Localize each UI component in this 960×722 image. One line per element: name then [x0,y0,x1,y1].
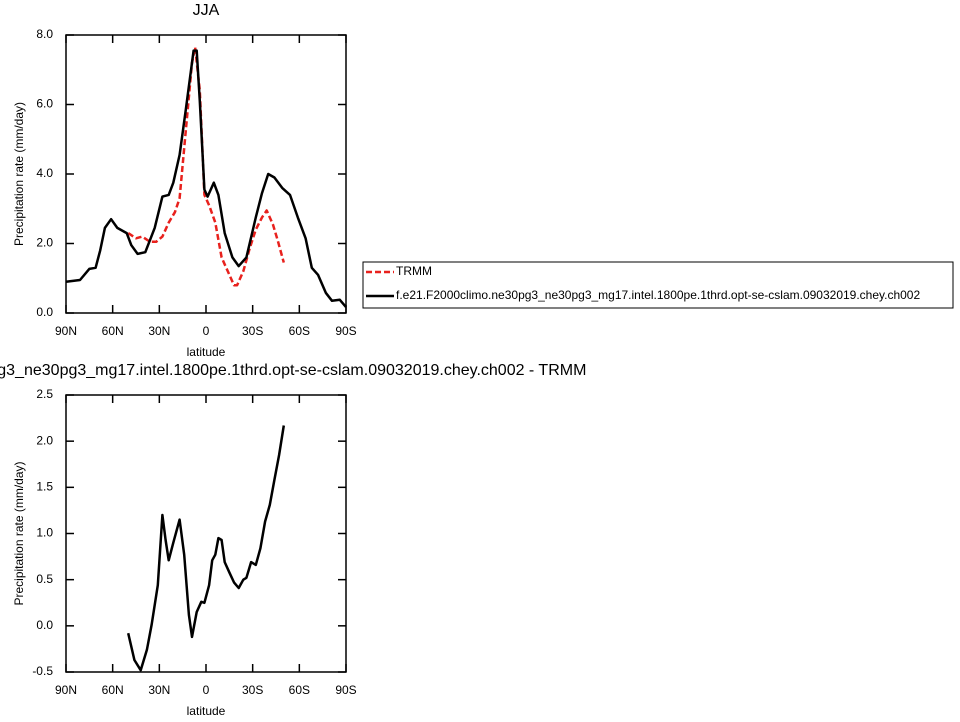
data-line [126,425,286,672]
y-axis-label: Precipitation rate (mm/day) [12,461,26,605]
x-axis-label: latitude [187,704,226,718]
data-line [127,45,286,287]
y-tick-label: 2.5 [36,387,53,401]
legend-box [362,261,954,309]
y-tick-label: 1.0 [36,526,53,540]
y-tick-label: 4.0 [36,166,53,180]
plot-frame [65,394,347,673]
x-tick-label: 0 [203,324,210,338]
y-tick-label: 0.0 [36,618,53,632]
chart-title: f.e21.F2000climo.ne30pg3_ne30pg3_mg17.in… [0,362,586,379]
x-tick-label: 90N [55,324,77,338]
plot-frame [65,34,347,314]
y-tick-label: 0.0 [36,305,53,319]
x-tick-label: 60S [289,324,310,338]
y-tick-label: 6.0 [36,97,53,111]
x-tick-label: 90N [55,683,77,697]
legend-label: f.e21.F2000climo.ne30pg3_ne30pg3_mg17.in… [396,288,920,302]
legend-label: TRMM [396,264,432,278]
y-tick-label: 0.5 [36,572,53,586]
y-tick-label: -0.5 [32,664,53,678]
y-tick-label: 2.0 [36,433,53,447]
y-tick-label: 1.5 [36,480,53,494]
x-tick-label: 30N [148,324,170,338]
x-tick-label: 30S [242,324,263,338]
x-tick-label: 60N [102,324,124,338]
y-axis-label: Precipitation rate (mm/day) [12,102,26,246]
chart-title: JJA [193,2,220,19]
x-tick-label: 30N [148,683,170,697]
y-tick-label: 8.0 [36,27,53,41]
x-tick-label: 0 [203,683,210,697]
data-line [65,49,347,308]
x-axis-label: latitude [187,345,226,359]
x-tick-label: 30S [242,683,263,697]
x-tick-label: 60S [289,683,310,697]
y-tick-label: 2.0 [36,236,53,250]
x-tick-label: 90S [335,683,356,697]
x-tick-label: 60N [102,683,124,697]
x-tick-label: 90S [335,324,356,338]
